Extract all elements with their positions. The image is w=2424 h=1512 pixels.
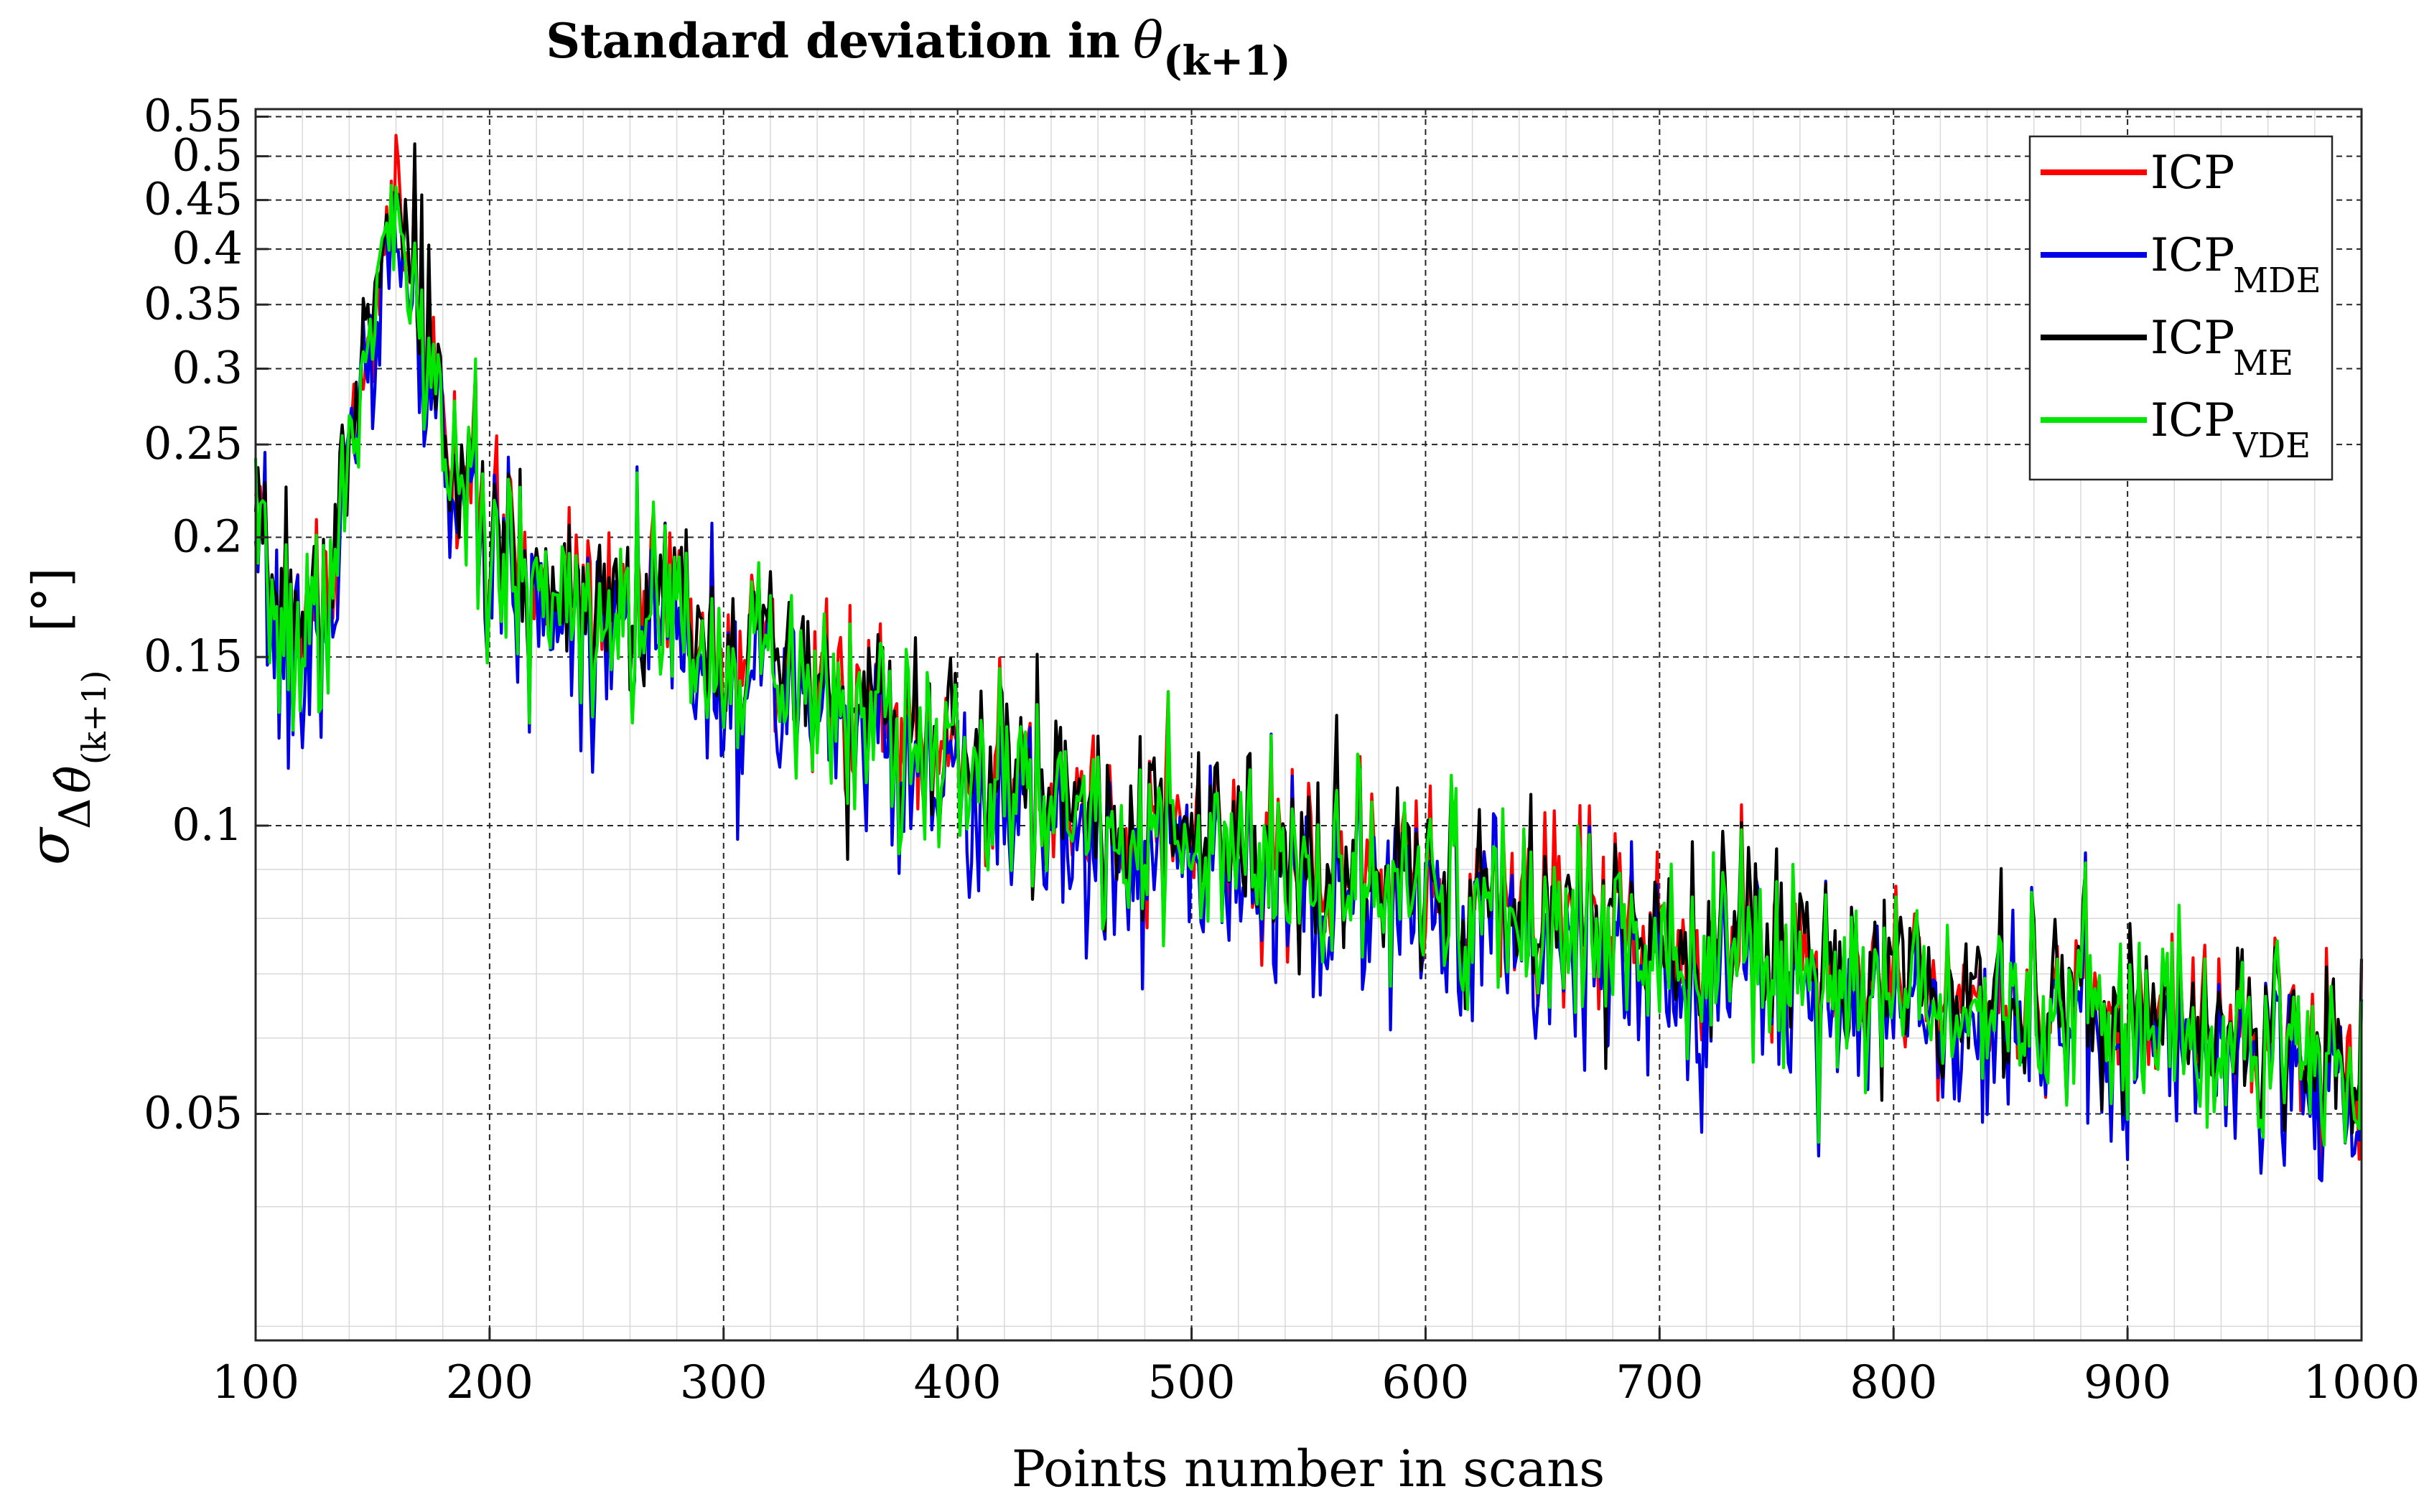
series-line-icp-vde	[253, 184, 2364, 1147]
y-axis-label-theta: θ̂	[48, 765, 101, 793]
y-tick-label: 0.5	[172, 129, 243, 182]
x-tick-label: 500	[1147, 1356, 1235, 1409]
x-tick-label: 700	[1616, 1356, 1703, 1409]
legend-label-subscript: ME	[2233, 343, 2293, 383]
x-tick-label: 600	[1381, 1356, 1469, 1409]
x-tick-label: 300	[680, 1356, 768, 1409]
y-tick-label: 0.05	[144, 1086, 243, 1139]
chart-title: Standard deviation in	[546, 13, 1120, 69]
x-tick-label: 100	[212, 1356, 299, 1409]
x-tick-label: 1000	[2303, 1356, 2420, 1409]
y-axis-label-subscript: (k+1)	[75, 670, 113, 765]
x-tick-label: 400	[914, 1356, 1002, 1409]
legend-label: ICP	[2150, 229, 2234, 282]
y-axis-label-delta: Δ	[50, 798, 101, 829]
y-tick-label: 0.4	[172, 222, 243, 274]
legend-label: ICP	[2150, 146, 2234, 200]
chart-title-subscript: (k+1)	[1163, 37, 1291, 85]
legend-label: ICP	[2150, 394, 2234, 447]
y-tick-label: 0.25	[144, 417, 243, 470]
chart-title-symbol: θ	[1133, 11, 1163, 70]
y-tick-label: 0.45	[144, 173, 243, 225]
y-tick-label: 0.15	[144, 630, 243, 682]
y-axis-label-sigma: σ	[17, 826, 81, 865]
y-axis-label-unit: [°]	[22, 567, 80, 632]
y-tick-label: 0.3	[172, 342, 243, 394]
legend-label: ICP	[2150, 312, 2234, 365]
y-tick-label: 0.55	[144, 89, 243, 141]
plot-area	[256, 109, 2362, 1340]
x-tick-label: 900	[2084, 1356, 2171, 1409]
y-axis-label: σ Δ θ̂ (k+1) [°]	[17, 567, 113, 865]
plot-frame	[254, 108, 2363, 1342]
y-tick-label: 0.35	[144, 277, 243, 330]
series-layer	[253, 134, 2364, 1182]
tick-layer: 100 200 300 400 500 600 700 800 900 1000 0.05 0.1 0.…	[144, 89, 2420, 1409]
x-tick-label: 200	[446, 1356, 533, 1409]
legend-label-subscript: VDE	[2232, 426, 2311, 466]
x-axis-label: Points number in scans	[1012, 1439, 1605, 1498]
y-tick-label: 0.1	[172, 798, 243, 851]
legend-label-subscript: MDE	[2233, 261, 2321, 301]
y-tick-label: 0.2	[172, 510, 243, 562]
x-tick-label: 800	[1850, 1356, 1937, 1409]
